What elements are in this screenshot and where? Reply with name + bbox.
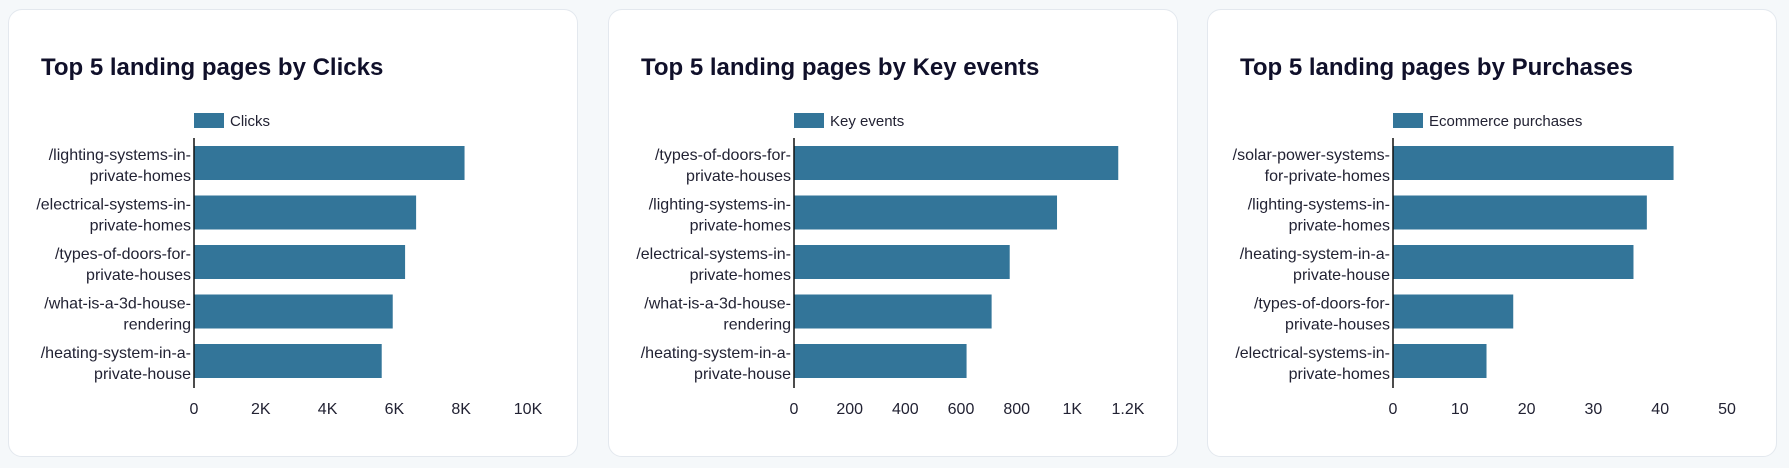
chart-title: Top 5 landing pages by Purchases	[1240, 54, 1633, 81]
legend-swatch	[794, 113, 824, 128]
legend-swatch	[194, 113, 224, 128]
category-label: /lighting-systems-in-private-homes	[649, 197, 791, 235]
bar-chart-clicks: Clicks/lighting-systems-in-private-homes…	[36, 113, 543, 418]
category-label: /what-is-a-3d-house-rendering	[44, 296, 191, 334]
chart-card-purchases: Top 5 landing pages by Purchases Ecommer…	[1207, 9, 1777, 457]
bar	[194, 195, 417, 230]
legend-label: Clicks	[230, 113, 270, 130]
category-label: /types-of-doors-for-private-houses	[55, 246, 191, 284]
category-label: /heating-system-in-a-private-house	[41, 345, 191, 383]
x-tick-label: 1K	[1063, 401, 1083, 418]
category-label: /electrical-systems-in-private-homes	[36, 197, 191, 235]
x-tick-label: 2K	[251, 401, 271, 418]
category-label: /types-of-doors-for-private-houses	[655, 147, 791, 185]
bar	[194, 146, 465, 180]
x-tick-label: 200	[836, 401, 863, 418]
x-tick-label: 0	[790, 401, 799, 418]
x-tick-label: 6K	[385, 401, 405, 418]
x-tick-label: 400	[892, 401, 919, 418]
x-tick-label: 0	[190, 401, 199, 418]
legend-swatch	[1393, 113, 1423, 128]
x-tick-label: 20	[1518, 401, 1536, 418]
bar	[194, 344, 382, 378]
bar	[794, 146, 1119, 180]
bar	[194, 294, 393, 329]
x-tick-label: 10K	[514, 401, 543, 418]
bar	[794, 195, 1058, 230]
category-label: /heating-system-in-a-private-house	[1240, 246, 1390, 284]
category-label: /heating-system-in-a-private-house	[641, 345, 791, 383]
legend-label: Key events	[830, 113, 904, 130]
bar	[794, 245, 1010, 279]
category-label: /electrical-systems-in-private-homes	[636, 246, 791, 284]
category-label: /types-of-doors-for-private-houses	[1254, 296, 1390, 334]
bar	[1393, 245, 1634, 279]
chart-card-key-events: Top 5 landing pages by Key events Key ev…	[608, 9, 1178, 457]
chart-card-clicks: Top 5 landing pages by Clicks Clicks/lig…	[8, 9, 578, 457]
bar	[194, 245, 406, 279]
x-tick-label: 8K	[451, 401, 471, 418]
chart-title: Top 5 landing pages by Clicks	[41, 54, 384, 81]
x-tick-label: 10	[1451, 401, 1469, 418]
x-tick-label: 800	[1003, 401, 1030, 418]
x-tick-label: 0	[1389, 401, 1398, 418]
x-tick-label: 1.2K	[1112, 401, 1145, 418]
category-label: /lighting-systems-in-private-homes	[49, 147, 191, 185]
x-tick-label: 4K	[318, 401, 338, 418]
bar-chart-purchases: Ecommerce purchases/solar-power-systems-…	[1233, 113, 1736, 418]
x-tick-label: 600	[948, 401, 975, 418]
chart-title: Top 5 landing pages by Key events	[641, 54, 1040, 81]
x-tick-label: 40	[1651, 401, 1669, 418]
category-label: /electrical-systems-in-private-homes	[1235, 345, 1390, 383]
bar	[794, 344, 967, 378]
category-label: /lighting-systems-in-private-homes	[1248, 197, 1390, 235]
bar	[1393, 146, 1674, 180]
legend-label: Ecommerce purchases	[1429, 113, 1582, 130]
bar-chart-key-events: Key events/types-of-doors-for-private-ho…	[636, 113, 1145, 418]
x-tick-label: 30	[1585, 401, 1603, 418]
x-tick-label: 50	[1718, 401, 1736, 418]
bar	[1393, 195, 1647, 230]
category-label: /solar-power-systems-for-private-homes	[1233, 147, 1390, 185]
category-label: /what-is-a-3d-house-rendering	[644, 296, 791, 334]
bar	[1393, 294, 1514, 329]
bar	[1393, 344, 1487, 378]
bar	[794, 294, 992, 329]
